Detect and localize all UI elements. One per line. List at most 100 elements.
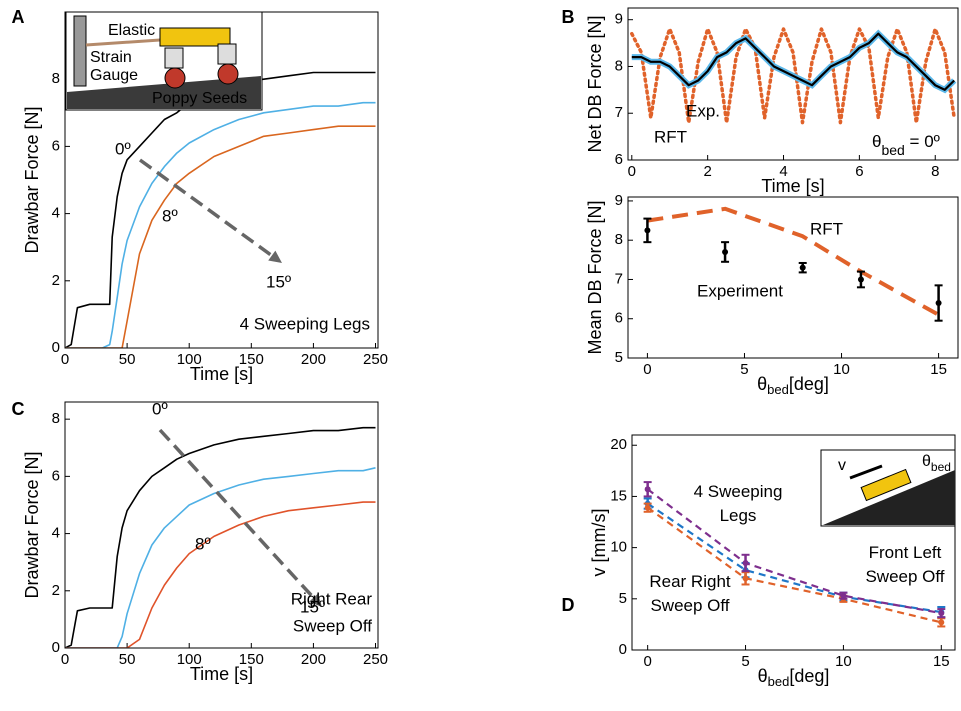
velocity-arrow	[849, 464, 883, 480]
point	[799, 264, 806, 271]
inset-label: Poppy Seeds	[152, 90, 247, 107]
x-tick-label: 0	[61, 651, 69, 668]
y-tick-label: 6	[615, 310, 623, 327]
point	[935, 300, 942, 307]
robot-leg	[164, 47, 184, 69]
symbol: θ	[757, 374, 767, 394]
line1: 4 Sweeping	[694, 482, 783, 501]
inset-label: Elastic	[108, 22, 155, 39]
series-line	[65, 101, 376, 348]
ground	[67, 76, 261, 109]
y-tick-label: 2	[52, 582, 60, 599]
series-line	[647, 488, 942, 615]
robot-wheel	[217, 63, 239, 85]
series-line	[647, 506, 942, 624]
symbol: θ	[872, 132, 881, 151]
point	[742, 575, 749, 582]
gauge	[73, 15, 87, 87]
line2: Sweep Off	[865, 567, 944, 586]
value: = 0º	[905, 132, 940, 151]
y-tick-label: 7	[615, 270, 623, 287]
axes-frame	[627, 196, 959, 359]
annotation: Right Rear	[291, 589, 373, 608]
point	[840, 592, 847, 599]
annotation: 4 Sweeping Legs	[240, 314, 370, 333]
line1: Front Left	[869, 543, 942, 562]
x-tick-label: 150	[239, 651, 264, 668]
subscript: bed	[767, 382, 789, 397]
axes-frame	[64, 401, 379, 649]
series-label: 0º	[152, 399, 168, 418]
point	[644, 504, 651, 511]
x-tick-label: 10	[833, 361, 850, 378]
x-tick-label: 250	[363, 651, 388, 668]
series-label: 15º	[266, 272, 291, 291]
y-tick-label: 8	[52, 410, 60, 427]
axes-frame	[627, 7, 959, 161]
x-tick-label: 0	[628, 163, 636, 180]
symbol: θ	[922, 453, 931, 470]
y-axis-label: v [mm/s]	[589, 509, 609, 577]
y-tick-label: 8	[615, 231, 623, 248]
inset-label: θbed	[922, 453, 951, 474]
x-tick-label: 0	[643, 361, 651, 378]
inset-label: v	[838, 457, 846, 474]
series-line	[65, 125, 376, 348]
point	[857, 276, 864, 283]
x-tick-label: 100	[177, 651, 202, 668]
arrow-head	[268, 250, 282, 263]
axes-frame	[631, 434, 956, 651]
point	[722, 248, 729, 255]
subscript: bed	[881, 142, 904, 158]
y-tick-label: 5	[615, 349, 623, 366]
plot-area	[65, 402, 378, 648]
panel-label: D	[562, 595, 575, 615]
panel-label: C	[12, 399, 25, 419]
y-tick-label: 15	[610, 487, 627, 504]
plot-area	[628, 197, 958, 358]
x-tick-label: 200	[301, 651, 326, 668]
y-tick-label: 8	[52, 70, 60, 87]
x-tick-label: 0	[61, 351, 69, 368]
inset-label: Strain	[90, 49, 132, 66]
y-tick-label: 9	[615, 11, 623, 28]
x-tick-label: 200	[301, 351, 326, 368]
point	[938, 610, 945, 617]
point	[938, 619, 945, 626]
series-label: Exp.	[686, 101, 720, 120]
series-line	[65, 501, 376, 648]
series-label: RFT	[654, 127, 687, 146]
series-line	[647, 502, 942, 614]
y-tick-label: 0	[52, 339, 60, 356]
series-label: 15º	[300, 597, 325, 616]
y-tick-label: 8	[615, 57, 623, 74]
y-axis-label: Drawbar Force [N]	[22, 451, 42, 598]
line2: Legs	[720, 506, 757, 525]
x-tick-label: 0	[643, 653, 651, 670]
point	[644, 486, 651, 493]
slope	[823, 470, 955, 525]
theta-label: θbed = 0º	[872, 132, 940, 157]
x-tick-label: 15	[933, 653, 950, 670]
y-tick-label: 2	[52, 272, 60, 289]
robot-body	[860, 468, 912, 502]
y-tick-label: 7	[615, 104, 623, 121]
robot-body	[159, 27, 231, 47]
series-line	[65, 71, 376, 348]
series-label: Rear Right Sweep Off	[649, 572, 731, 615]
robot-leg	[217, 43, 237, 65]
series-label: RFT	[810, 219, 843, 238]
point	[644, 227, 651, 234]
series-line	[630, 27, 956, 125]
y-tick-label: 6	[52, 137, 60, 154]
x-tick-label: 50	[119, 651, 136, 668]
x-axis-label: Time [s]	[761, 176, 824, 196]
series-line	[647, 206, 940, 317]
series-line	[65, 426, 376, 648]
unit: [deg]	[789, 374, 829, 394]
y-tick-label: 6	[615, 151, 623, 168]
symbol: θ	[758, 666, 768, 686]
y-axis-label: Drawbar Force [N]	[22, 106, 42, 253]
arrow	[158, 428, 314, 598]
